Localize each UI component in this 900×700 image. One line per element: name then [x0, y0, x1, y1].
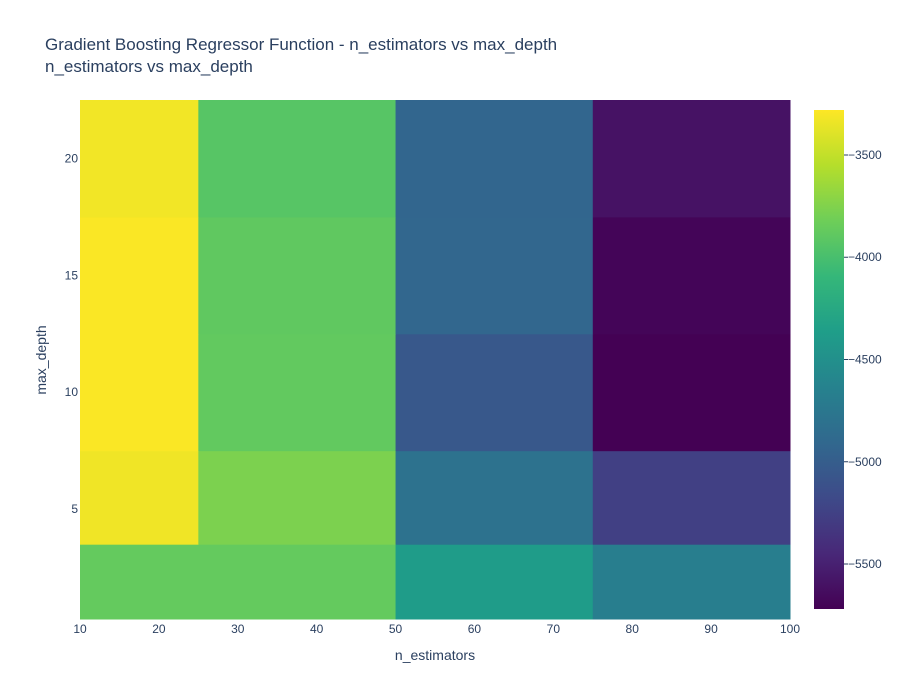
heatmap-cell: [395, 544, 594, 620]
heatmap-cell: [198, 100, 397, 218]
y-tick-label: 15: [65, 268, 79, 282]
chart-title: Gradient Boosting Regressor Function - n…: [45, 35, 557, 54]
heatmap-cell: [198, 216, 397, 335]
x-tick-label: 100: [780, 622, 800, 636]
y-tick-label: 20: [65, 151, 79, 165]
colorbar: −3500 −4000 −4500 −5000 −5500: [814, 110, 882, 609]
heatmap-cell: [198, 450, 397, 545]
heatmap-cell: [395, 333, 594, 452]
chart-subtitle: n_estimators vs max_depth: [45, 57, 253, 76]
x-tick-label: 50: [389, 622, 403, 636]
x-tick-label: 30: [231, 622, 245, 636]
heatmap-cell: [592, 544, 791, 620]
heatmap-cell: [80, 450, 199, 545]
heatmap-cell: [395, 450, 594, 545]
heatmap-cells: [80, 100, 791, 620]
x-tick-label: 20: [152, 622, 166, 636]
heatmap-cell: [80, 544, 199, 620]
heatmap-cell: [80, 333, 199, 452]
heatmap-cell: [198, 333, 397, 452]
heatmap-cell: [592, 100, 791, 218]
x-tick-label: 70: [547, 622, 561, 636]
heatmap-cell: [395, 216, 594, 335]
heatmap-cell: [395, 100, 594, 218]
x-tick-label: 90: [704, 622, 718, 636]
heatmap-cell: [80, 100, 199, 218]
colorbar-tick-label: −3500: [848, 148, 882, 162]
colorbar-tick-label: −5500: [848, 557, 882, 571]
y-tick-label: 10: [65, 385, 79, 399]
x-tick-label: 40: [310, 622, 324, 636]
heatmap-cell: [198, 544, 397, 620]
x-axis-title: n_estimators: [395, 647, 475, 663]
y-tick-label: 5: [71, 502, 78, 516]
heatmap-cell: [80, 216, 199, 335]
colorbar-tick-label: −4500: [848, 353, 882, 367]
heatmap-cell: [592, 450, 791, 545]
y-axis-title: max_depth: [33, 325, 49, 394]
colorbar-gradient: [814, 110, 844, 609]
y-axis-ticks: 5 10 15 20: [65, 151, 79, 516]
x-tick-label: 60: [468, 622, 482, 636]
x-axis-ticks: 10 20 30 40 50 60 70 80 90 100: [73, 622, 800, 636]
x-tick-label: 80: [626, 622, 640, 636]
heatmap-cell: [592, 216, 791, 335]
x-tick-label: 10: [73, 622, 87, 636]
colorbar-tick-label: −5000: [848, 455, 882, 469]
colorbar-tick-label: −4000: [848, 250, 882, 264]
heatmap-cell: [592, 333, 791, 452]
